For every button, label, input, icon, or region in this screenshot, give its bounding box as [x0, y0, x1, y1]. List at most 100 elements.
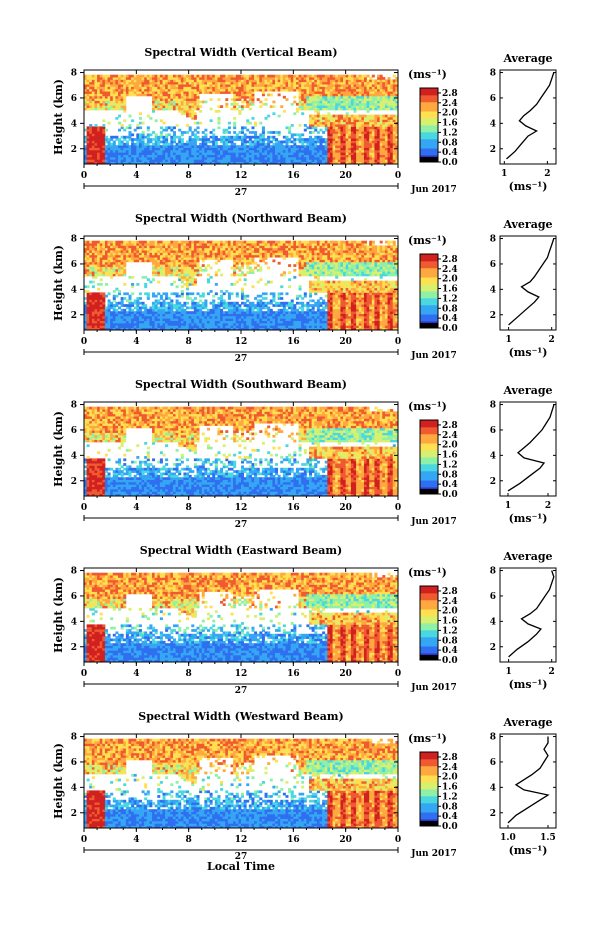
average-y-tick-label: 6 [490, 94, 496, 104]
y-tick-label: 2 [71, 311, 77, 321]
panel-title: Spectral Width (Westward Beam) [138, 710, 343, 723]
x-tick-label: 16 [287, 503, 300, 513]
average-title: Average [502, 384, 552, 397]
colorbar-tick-label: 0.4 [442, 480, 458, 490]
x-tick-label: 0 [81, 669, 87, 679]
colorbar: 0.00.40.81.21.62.02.42.8 [419, 585, 458, 666]
x-tick-label: 8 [186, 337, 192, 347]
x-tick-label: 0 [81, 171, 87, 181]
colorbar-tick-label: 1.2 [442, 294, 458, 304]
colorbar-tick-label: 0.0 [442, 656, 458, 666]
x-tick-label: 4 [133, 337, 139, 347]
average-x-tick-label: 2 [545, 501, 551, 511]
colorbar-tick-label: 2.0 [442, 109, 458, 119]
panel-5: Spectral Width (Westward Beam)0 4 8 12 16 20 0… [52, 710, 557, 862]
y-tick-label: 6 [71, 260, 77, 270]
x-tick-label: 8 [186, 669, 192, 679]
average-y-tick-label: 4 [490, 451, 496, 461]
colorbar-tick-label: 1.6 [442, 285, 458, 295]
average-y-tick-label: 6 [490, 592, 496, 602]
average-x-tick-label: 1 [505, 667, 511, 677]
x-tick-label: 4 [133, 835, 139, 845]
x-tick-label: 20 [339, 171, 352, 181]
average-y-tick-label: 8 [490, 567, 496, 577]
panel-title: Spectral Width (Southward Beam) [135, 378, 347, 391]
panel-1: Spectral Width (Vertical Beam)0 4 8 12 16 20 0… [52, 46, 557, 198]
x-tick-label: 20 [339, 669, 352, 679]
x-tick-label: 8 [186, 835, 192, 845]
panel-4: Spectral Width (Eastward Beam)0 4 8 12 16 20 0… [52, 544, 557, 696]
colorbar-tick-label: 1.6 [442, 617, 458, 627]
colorbar-tick-label: 2.0 [442, 607, 458, 617]
average-y-tick-label: 4 [490, 119, 496, 129]
average-y-tick-label: 2 [490, 643, 496, 653]
y-tick-label: 2 [71, 477, 77, 487]
average-frame [499, 235, 557, 331]
average-x-tick-label: 2 [549, 667, 555, 677]
average-y-tick-label: 4 [490, 783, 496, 793]
colorbar-tick-label: 1.6 [442, 783, 458, 793]
colorbar-tick-label: 2.8 [442, 255, 458, 265]
heatmap [84, 572, 399, 663]
colorbar-tick-label: 1.2 [442, 792, 458, 802]
panel-3: Spectral Width (Southward Beam)0 4 8 12 16 20… [52, 378, 557, 530]
colorbar-tick-label: 0.8 [442, 304, 458, 314]
colorbar: 0.00.40.81.21.62.02.42.8 [419, 87, 458, 168]
x-tick-label: 12 [235, 337, 248, 347]
y-axis-label: Height (km) [52, 411, 65, 487]
date-label: Jun 2017 [410, 849, 457, 859]
colorbar-tick-label: 1.6 [442, 119, 458, 129]
average-profile: Average 2 4 6 8 1.0 1.5(ms⁻¹) [490, 716, 557, 857]
average-title: Average [502, 52, 552, 65]
x-tick-label: 16 [287, 669, 300, 679]
date-major-label: 27 [235, 188, 248, 198]
x-tick-label: 8 [186, 503, 192, 513]
average-title: Average [502, 550, 552, 563]
y-tick-label: 2 [71, 643, 77, 653]
average-frame [499, 567, 557, 663]
y-tick-label: 4 [71, 119, 77, 129]
average-y-tick-label: 6 [490, 758, 496, 768]
y-tick-label: 4 [71, 285, 77, 295]
colorbar-tick-label: 1.2 [442, 626, 458, 636]
average-x-label: (ms⁻¹) [509, 180, 548, 193]
x-tick-label: 20 [339, 835, 352, 845]
average-line [507, 736, 550, 824]
colorbar-tick-label: 2.0 [442, 773, 458, 783]
x-tick-label: 16 [287, 337, 300, 347]
x-tick-label: 16 [287, 835, 300, 845]
average-y-tick-label: 8 [490, 401, 496, 411]
colorbar-tick-label: 0.4 [442, 646, 458, 656]
average-y-tick-label: 8 [490, 733, 496, 743]
average-frame [499, 733, 557, 829]
average-x-tick-label: 1 [505, 335, 511, 345]
colorbar: 0.00.40.81.21.62.02.42.8 [419, 419, 458, 500]
colorbar-tick-label: 2.8 [442, 587, 458, 597]
x-tick-label: 4 [133, 669, 139, 679]
colorbar-unit: (ms⁻¹) [408, 400, 447, 413]
x-tick-label: 12 [235, 171, 248, 181]
colorbar-tick-label: 2.0 [442, 275, 458, 285]
colorbar: 0.00.40.81.21.62.02.42.8 [419, 751, 458, 832]
x-tick-label: 0 [395, 337, 401, 347]
colorbar-tick-label: 2.4 [442, 763, 458, 773]
colorbar-tick-label: 1.2 [442, 128, 458, 138]
colorbar-unit: (ms⁻¹) [408, 234, 447, 247]
average-line [507, 404, 555, 492]
colorbar-tick-label: 2.4 [442, 99, 458, 109]
y-tick-label: 8 [71, 567, 77, 577]
y-tick-label: 2 [71, 809, 77, 819]
colorbar-tick-label: 0.4 [442, 812, 458, 822]
heatmap [84, 240, 399, 331]
x-tick-label: 0 [81, 337, 87, 347]
y-axis-label: Height (km) [52, 743, 65, 819]
average-y-tick-label: 2 [490, 311, 496, 321]
date-major-label: 27 [235, 852, 248, 862]
y-tick-label: 4 [71, 617, 77, 627]
x-tick-label: 8 [186, 171, 192, 181]
colorbar-tick-label: 2.4 [442, 265, 458, 275]
colorbar-tick-label: 2.8 [442, 89, 458, 99]
